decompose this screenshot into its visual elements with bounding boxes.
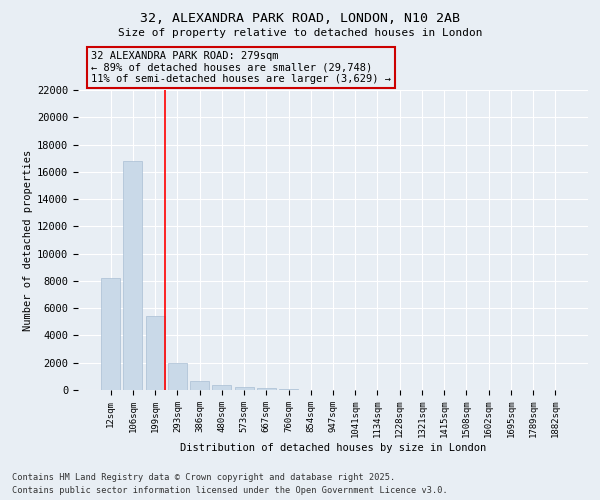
Y-axis label: Number of detached properties: Number of detached properties [23,150,33,330]
Bar [168,364,187,390]
Bar [257,388,276,390]
Text: 32, ALEXANDRA PARK ROAD, LONDON, N10 2AB: 32, ALEXANDRA PARK ROAD, LONDON, N10 2AB [140,12,460,26]
Bar [124,161,142,390]
Bar [235,388,254,390]
Bar [146,316,164,390]
Bar [101,278,120,390]
Text: 32 ALEXANDRA PARK ROAD: 279sqm
← 89% of detached houses are smaller (29,748)
11%: 32 ALEXANDRA PARK ROAD: 279sqm ← 89% of … [91,51,391,84]
Text: Contains HM Land Registry data © Crown copyright and database right 2025.: Contains HM Land Registry data © Crown c… [12,474,395,482]
Bar [190,381,209,390]
Text: Contains public sector information licensed under the Open Government Licence v3: Contains public sector information licen… [12,486,448,495]
Bar [212,385,231,390]
Text: Size of property relative to detached houses in London: Size of property relative to detached ho… [118,28,482,38]
X-axis label: Distribution of detached houses by size in London: Distribution of detached houses by size … [180,443,486,453]
Bar [279,389,298,390]
